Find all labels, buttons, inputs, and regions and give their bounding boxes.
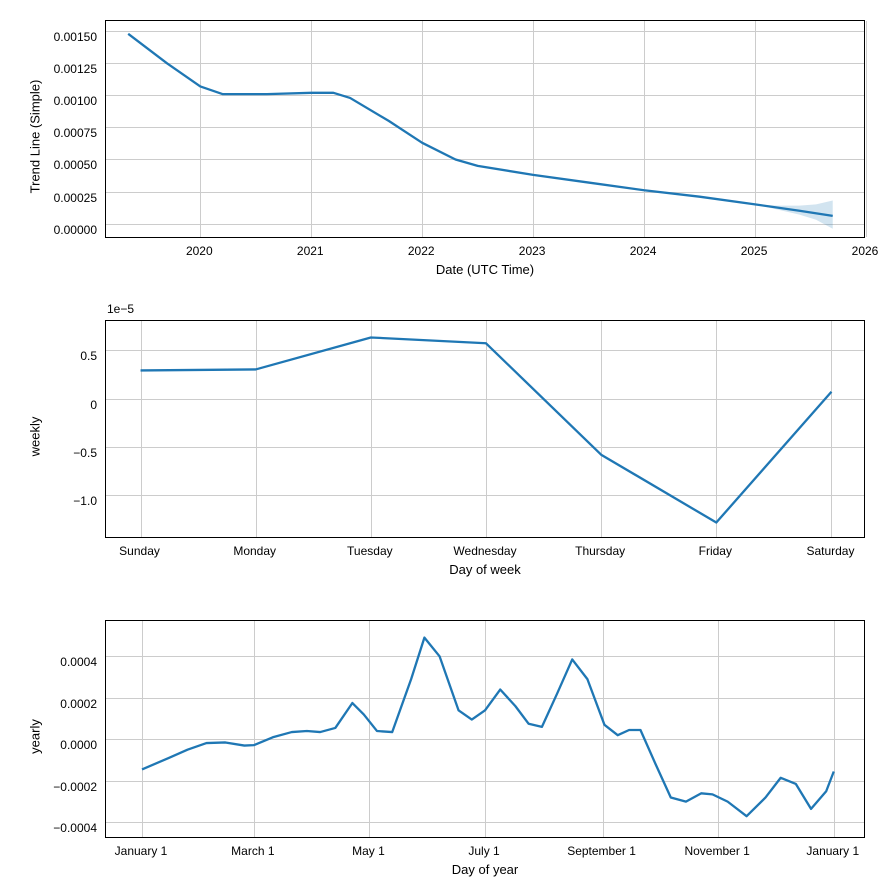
y-tick-label: 0.0000 [60, 738, 97, 752]
y-tick-label: 0.5 [80, 349, 97, 363]
plot-svg [106, 321, 866, 539]
x-tick-label: Thursday [575, 544, 625, 558]
series-line [142, 638, 834, 817]
series-line [128, 34, 833, 216]
x-tick-label: 2025 [741, 244, 768, 258]
x-tick-label: 2022 [408, 244, 435, 258]
grid-line [866, 21, 867, 237]
x-tick-label: March 1 [231, 844, 274, 858]
x-axis-label: Day of week [449, 562, 521, 577]
y-tick-label: 0.0004 [60, 655, 97, 669]
x-tick-label: September 1 [567, 844, 636, 858]
x-tick-label: January 1 [806, 844, 859, 858]
y-tick-label: 0.00150 [54, 30, 97, 44]
x-tick-label: Tuesday [347, 544, 393, 558]
y-tick-label: 0.00000 [54, 223, 97, 237]
y-tick-label: 0.00025 [54, 191, 97, 205]
plot-svg [106, 621, 866, 839]
y-tick-label: 0.00100 [54, 94, 97, 108]
x-tick-label: May 1 [352, 844, 385, 858]
series-line [141, 337, 832, 522]
x-axis-label: Day of year [452, 862, 518, 877]
x-tick-label: 2020 [186, 244, 213, 258]
chart-panel-3 [105, 620, 865, 838]
x-tick-label: 2023 [519, 244, 546, 258]
y-tick-label: −0.0004 [53, 821, 97, 835]
x-tick-label: July 1 [468, 844, 499, 858]
y-tick-label: 0.00050 [54, 158, 97, 172]
chart-panel-2 [105, 320, 865, 538]
x-tick-label: 2024 [630, 244, 657, 258]
y-offset-text: 1e−5 [107, 302, 134, 316]
x-tick-label: November 1 [684, 844, 749, 858]
x-tick-label: Friday [699, 544, 732, 558]
figure: 20202021202220232024202520260.000000.000… [10, 10, 879, 879]
y-tick-label: 0.00125 [54, 62, 97, 76]
y-axis-label: Trend Line (Simple) [28, 80, 43, 194]
x-tick-label: Saturday [806, 544, 854, 558]
y-tick-label: 0.0002 [60, 697, 97, 711]
x-axis-label: Date (UTC Time) [436, 262, 534, 277]
y-tick-label: 0.00075 [54, 126, 97, 140]
y-tick-label: −1.0 [73, 494, 97, 508]
x-tick-label: January 1 [115, 844, 168, 858]
x-tick-label: Monday [233, 544, 276, 558]
x-tick-label: 2021 [297, 244, 324, 258]
y-axis-label: weekly [28, 417, 43, 457]
chart-panel-1 [105, 20, 865, 238]
x-tick-label: Wednesday [453, 544, 516, 558]
x-tick-label: 2026 [852, 244, 879, 258]
y-tick-label: −0.0002 [53, 780, 97, 794]
x-tick-label: Sunday [119, 544, 160, 558]
plot-svg [106, 21, 866, 239]
y-tick-label: −0.5 [73, 446, 97, 460]
y-tick-label: 0 [90, 398, 97, 412]
y-axis-label: yearly [28, 719, 43, 754]
